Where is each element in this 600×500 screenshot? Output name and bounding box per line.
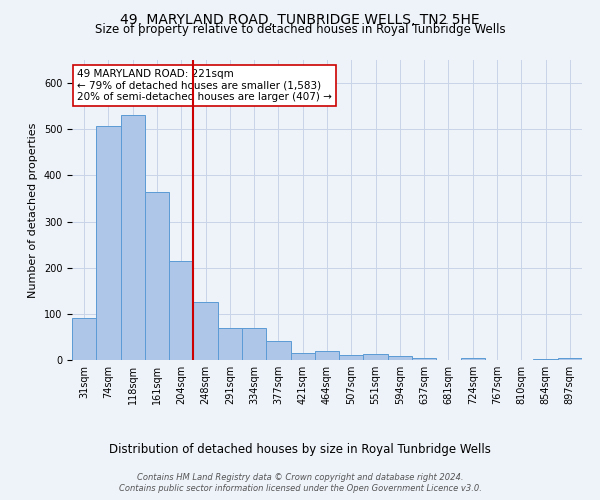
Bar — [558, 358, 582, 360]
Bar — [412, 358, 436, 360]
Bar — [242, 328, 266, 360]
Bar — [364, 354, 388, 360]
Text: Contains public sector information licensed under the Open Government Licence v3: Contains public sector information licen… — [119, 484, 481, 493]
Bar — [193, 302, 218, 360]
Text: Contains HM Land Registry data © Crown copyright and database right 2024.: Contains HM Land Registry data © Crown c… — [137, 472, 463, 482]
Bar — [315, 351, 339, 360]
Bar — [72, 318, 96, 360]
Bar — [169, 261, 193, 360]
Bar — [339, 355, 364, 360]
Text: Size of property relative to detached houses in Royal Tunbridge Wells: Size of property relative to detached ho… — [95, 22, 505, 36]
Bar — [388, 356, 412, 360]
Bar — [218, 328, 242, 360]
Bar — [461, 358, 485, 360]
Text: 49, MARYLAND ROAD, TUNBRIDGE WELLS, TN2 5HE: 49, MARYLAND ROAD, TUNBRIDGE WELLS, TN2 … — [120, 12, 480, 26]
Bar — [533, 358, 558, 360]
Bar — [290, 353, 315, 360]
Bar — [145, 192, 169, 360]
Bar — [96, 126, 121, 360]
Y-axis label: Number of detached properties: Number of detached properties — [28, 122, 38, 298]
Bar — [266, 340, 290, 360]
Text: 49 MARYLAND ROAD: 221sqm
← 79% of detached houses are smaller (1,583)
20% of sem: 49 MARYLAND ROAD: 221sqm ← 79% of detach… — [77, 69, 332, 102]
Bar — [121, 116, 145, 360]
Text: Distribution of detached houses by size in Royal Tunbridge Wells: Distribution of detached houses by size … — [109, 442, 491, 456]
